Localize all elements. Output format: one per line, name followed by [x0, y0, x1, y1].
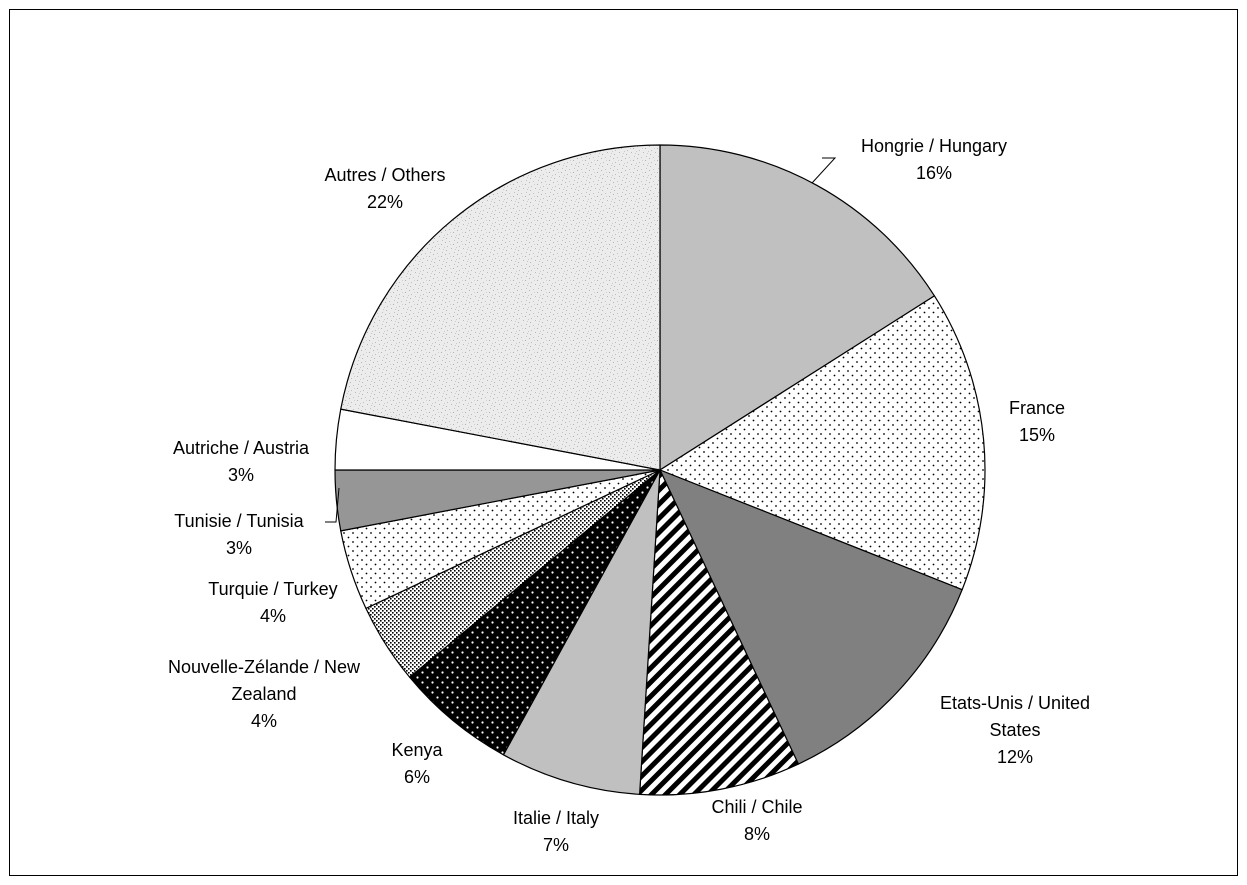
- slice-percent: 22%: [367, 192, 403, 212]
- slice-name-line: Zealand: [231, 684, 296, 704]
- pie-slice-etats-unis: [659, 469, 963, 765]
- slice-percent: 16%: [916, 163, 952, 183]
- slice-labels: Hongrie / Hungary 16% France 15% Etats-Unis …: [168, 136, 1090, 855]
- leader-lines: [325, 157, 837, 523]
- slice-label-hongrie: Hongrie / Hungary 16%: [861, 136, 1007, 183]
- slice-name-line: Etats-Unis / United: [940, 693, 1090, 713]
- slice-percent: 3%: [226, 538, 252, 558]
- slice-label-kenya: Kenya 6%: [391, 740, 443, 787]
- pie-slice-kenya: [408, 469, 661, 756]
- slice-name-line: Hongrie / Hungary: [861, 136, 1007, 156]
- slice-label-etats-unis: Etats-Unis / United States 12%: [940, 693, 1090, 767]
- leader-line-tunisie: [325, 487, 340, 523]
- slice-label-tunisie: Tunisie / Tunisia 3%: [174, 511, 304, 558]
- slice-percent: 8%: [744, 824, 770, 844]
- slice-name-line: France: [1009, 398, 1065, 418]
- slice-name-line: Kenya: [391, 740, 443, 760]
- slice-name-line: States: [989, 720, 1040, 740]
- slice-percent: 7%: [543, 835, 569, 855]
- pie-slice-italie: [502, 469, 661, 795]
- slice-name-line: Nouvelle-Zélande / New: [168, 657, 361, 677]
- slice-percent: 4%: [251, 711, 277, 731]
- slice-label-chili: Chili / Chile 8%: [711, 797, 802, 844]
- slice-percent: 4%: [260, 606, 286, 626]
- slice-label-italie: Italie / Italy 7%: [513, 808, 599, 855]
- slice-label-france: France 15%: [1009, 398, 1065, 445]
- slices-group: [334, 144, 986, 796]
- pie-slice-autres: [340, 144, 661, 471]
- slice-percent: 15%: [1019, 425, 1055, 445]
- pie-slice-france: [659, 295, 986, 591]
- slice-percent: 6%: [404, 767, 430, 787]
- slice-percent: 3%: [228, 465, 254, 485]
- leader-line-hongrie: [811, 157, 837, 184]
- slice-label-turquie: Turquie / Turkey 4%: [208, 579, 337, 626]
- slice-label-nouvelle-zelande: Nouvelle-Zélande / New Zealand 4%: [168, 657, 361, 731]
- slice-name-line: Turquie / Turkey: [208, 579, 337, 599]
- pie-slice-hongrie: [659, 144, 936, 471]
- slice-name-line: Italie / Italy: [513, 808, 599, 828]
- pie-slice-chili: [638, 469, 799, 796]
- slice-label-autriche: Autriche / Austria 3%: [173, 438, 310, 485]
- slice-name-line: Autriche / Austria: [173, 438, 310, 458]
- slice-label-autres: Autres / Others 22%: [324, 165, 445, 212]
- slice-name-line: Autres / Others: [324, 165, 445, 185]
- slice-name-line: Chili / Chile: [711, 797, 802, 817]
- slice-name-line: Tunisie / Tunisia: [174, 511, 304, 531]
- slice-percent: 12%: [997, 747, 1033, 767]
